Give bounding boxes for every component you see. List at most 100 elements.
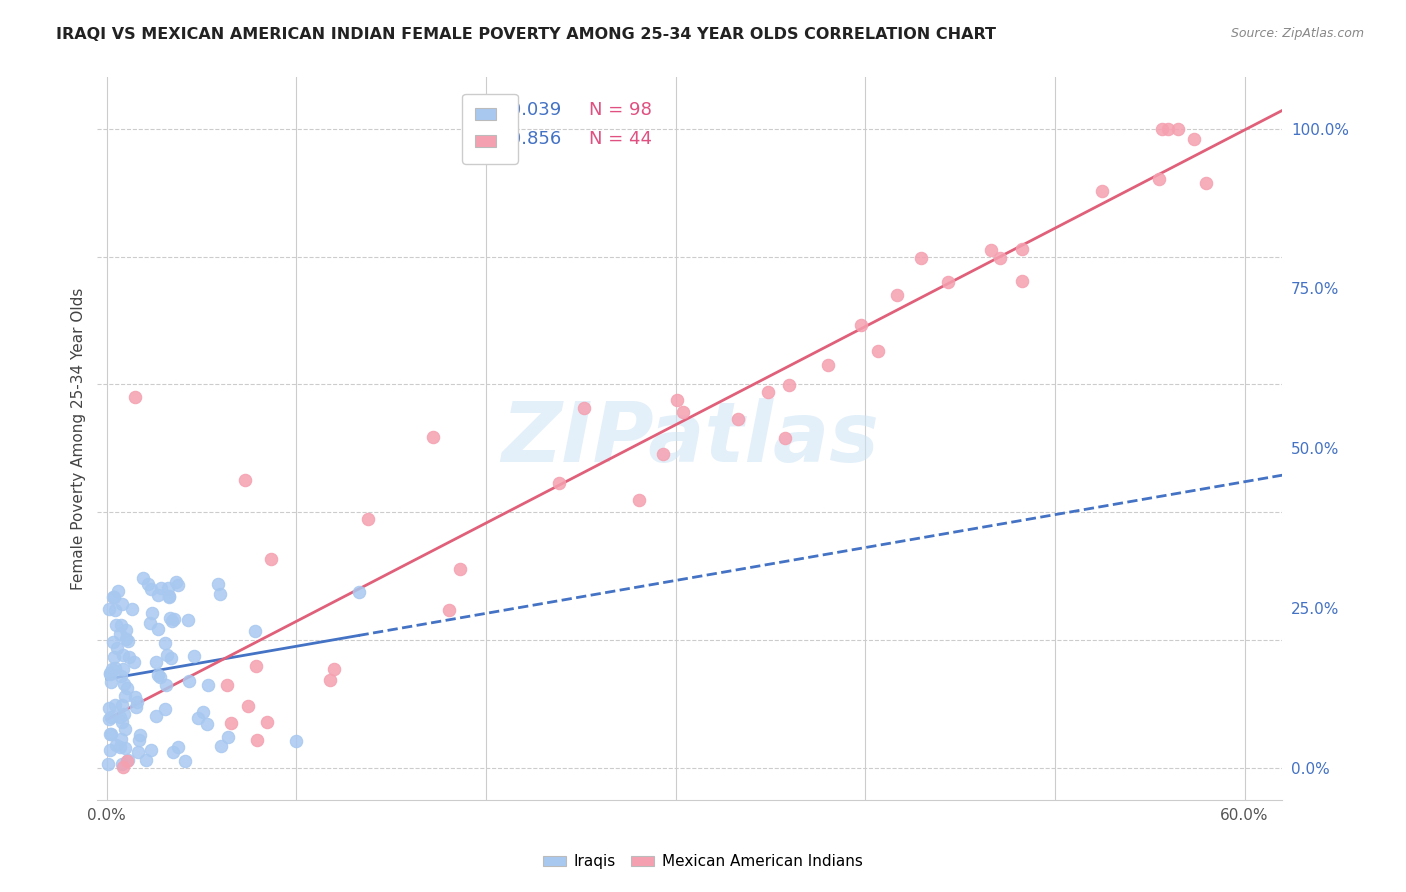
Point [105, 738, 128, 752]
Point [103, 591, 125, 605]
Point [97, 602, 120, 616]
Point [101, 662, 124, 676]
Point [849, 318, 872, 333]
Point [110, 668, 132, 682]
Point [112, 677, 135, 691]
Point [243, 624, 266, 638]
Point [148, 588, 170, 602]
Point [100, 666, 122, 681]
Point [1011, 274, 1033, 288]
Point [439, 603, 461, 617]
Point [208, 587, 231, 601]
Point [149, 581, 172, 595]
Point [122, 655, 145, 669]
Point [112, 707, 135, 722]
Point [100, 675, 122, 690]
Point [217, 730, 239, 744]
Point [157, 590, 180, 604]
Point [988, 252, 1011, 266]
Point [165, 575, 187, 590]
Point [285, 734, 308, 748]
Point [167, 740, 190, 755]
Point [195, 717, 218, 731]
Point [1147, 172, 1170, 186]
Point [104, 698, 127, 712]
Point [114, 723, 136, 737]
Point [111, 759, 134, 773]
Point [97, 757, 120, 772]
Point [319, 673, 342, 687]
Point [98, 742, 121, 756]
Point [108, 627, 131, 641]
Point [104, 602, 127, 616]
Point [245, 659, 267, 673]
Point [104, 618, 127, 632]
Point [115, 681, 138, 696]
Point [138, 577, 160, 591]
Point [124, 390, 146, 404]
Point [627, 492, 650, 507]
Text: ZIPatlas: ZIPatlas [501, 399, 879, 479]
Point [100, 727, 122, 741]
Point [148, 667, 170, 681]
Point [110, 740, 132, 755]
Point [162, 745, 184, 759]
Point [101, 634, 124, 648]
Point [422, 430, 444, 444]
Point [177, 613, 200, 627]
Point [1195, 177, 1218, 191]
Point [159, 611, 181, 625]
Point [100, 727, 122, 741]
Text: IRAQI VS MEXICAN AMERICAN INDIAN FEMALE POVERTY AMONG 25-34 YEAR OLDS CORRELATIO: IRAQI VS MEXICAN AMERICAN INDIAN FEMALE … [56, 27, 997, 42]
Point [936, 275, 959, 289]
Point [217, 678, 239, 692]
Point [104, 661, 127, 675]
Point [103, 590, 125, 604]
Point [160, 614, 183, 628]
Point [111, 756, 134, 771]
Point [187, 711, 209, 725]
Point [357, 512, 380, 526]
Legend: , : , [463, 94, 517, 164]
Point [256, 715, 278, 730]
Point [347, 585, 370, 599]
Point [114, 632, 136, 647]
Point [665, 393, 688, 408]
Point [114, 741, 136, 756]
Point [235, 474, 257, 488]
Point [124, 690, 146, 704]
Point [135, 753, 157, 767]
Point [155, 678, 177, 692]
Point [980, 243, 1002, 257]
Point [98, 712, 121, 726]
Point [817, 358, 839, 372]
Point [125, 700, 148, 714]
Point [141, 743, 163, 757]
Point [727, 411, 749, 425]
Text: R = 0.856: R = 0.856 [471, 130, 561, 148]
Point [107, 583, 129, 598]
Point [117, 634, 139, 648]
Point [111, 597, 134, 611]
Text: N = 44: N = 44 [589, 130, 652, 148]
Point [108, 710, 131, 724]
Point [778, 378, 800, 392]
Point [111, 662, 134, 676]
Point [672, 405, 695, 419]
Point [756, 384, 779, 399]
Point [183, 649, 205, 664]
Point [110, 731, 132, 746]
Point [323, 662, 346, 676]
Point [1182, 131, 1205, 145]
Point [149, 670, 172, 684]
Point [107, 640, 129, 655]
Text: N = 98: N = 98 [589, 101, 652, 119]
Point [111, 714, 134, 729]
Point [145, 709, 167, 723]
Y-axis label: Female Poverty Among 25-34 Year Olds: Female Poverty Among 25-34 Year Olds [72, 287, 86, 590]
Point [157, 589, 180, 603]
Point [246, 733, 269, 747]
Point [145, 655, 167, 669]
Point [115, 754, 138, 768]
Point [100, 710, 122, 724]
